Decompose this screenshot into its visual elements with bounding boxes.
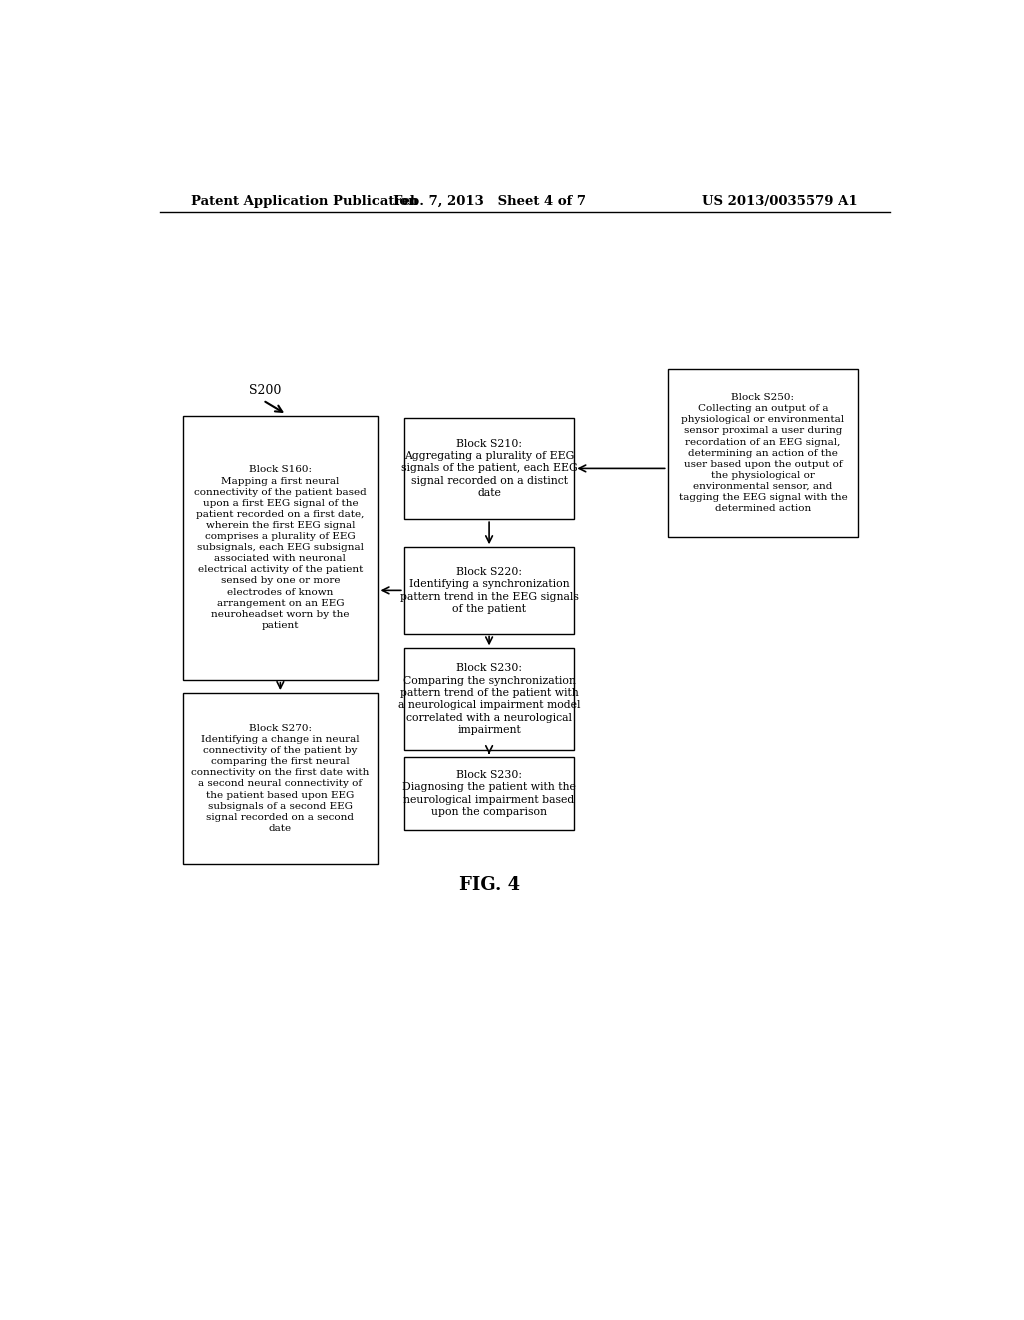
- Text: Block S220:
Identifying a synchronization
pattern trend in the EEG signals
of th: Block S220: Identifying a synchronizatio…: [399, 566, 579, 614]
- FancyBboxPatch shape: [403, 548, 574, 634]
- FancyBboxPatch shape: [183, 693, 378, 863]
- Text: Block S160:
Mapping a first neural
connectivity of the patient based
upon a firs: Block S160: Mapping a first neural conne…: [194, 466, 367, 630]
- FancyBboxPatch shape: [403, 417, 574, 519]
- Text: Block S230:
Diagnosing the patient with the
neurological impairment based
upon t: Block S230: Diagnosing the patient with …: [402, 770, 577, 817]
- Text: Feb. 7, 2013   Sheet 4 of 7: Feb. 7, 2013 Sheet 4 of 7: [392, 194, 586, 207]
- FancyBboxPatch shape: [403, 758, 574, 830]
- Text: Block S250:
Collecting an output of a
physiological or environmental
sensor prox: Block S250: Collecting an output of a ph…: [679, 393, 847, 513]
- FancyBboxPatch shape: [403, 648, 574, 750]
- FancyBboxPatch shape: [668, 370, 858, 537]
- Text: Block S210:
Aggregating a plurality of EEG
signals of the patient, each EEG
sign: Block S210: Aggregating a plurality of E…: [400, 438, 578, 498]
- Text: FIG. 4: FIG. 4: [459, 876, 519, 894]
- Text: Block S230:
Comparing the synchronization
pattern trend of the patient with
a ne: Block S230: Comparing the synchronizatio…: [398, 663, 581, 735]
- Text: S200: S200: [249, 384, 281, 397]
- FancyBboxPatch shape: [183, 416, 378, 680]
- Text: Block S270:
Identifying a change in neural
connectivity of the patient by
compar: Block S270: Identifying a change in neur…: [191, 723, 370, 833]
- Text: US 2013/0035579 A1: US 2013/0035579 A1: [702, 194, 858, 207]
- Text: Patent Application Publication: Patent Application Publication: [191, 194, 418, 207]
